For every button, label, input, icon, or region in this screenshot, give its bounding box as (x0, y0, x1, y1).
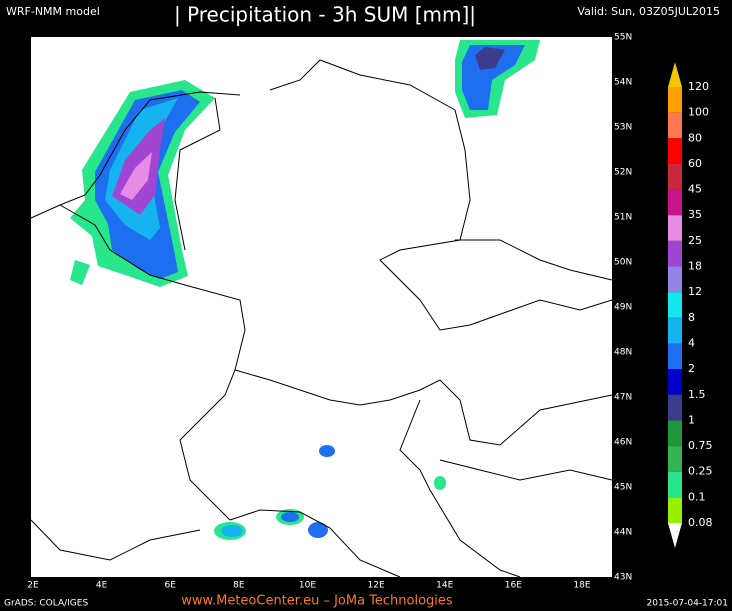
lat-label: 52N (614, 168, 632, 178)
lat-label: 51N (614, 213, 632, 223)
colorbar-label: 80 (688, 131, 702, 144)
lon-label: 16E (505, 581, 522, 591)
colorbar-box (668, 471, 682, 498)
lat-label: 55N (614, 33, 632, 43)
colorbar-box (668, 189, 682, 216)
colorbar-label: 100 (688, 106, 709, 119)
colorbar-label: 60 (688, 157, 702, 170)
colorbar-box (668, 394, 682, 421)
footer-left: GrADS: COLA/IGES (4, 599, 88, 609)
lat-label: 53N (614, 123, 632, 133)
colorbar-box (668, 138, 682, 164)
model-label: WRF-NMM model (6, 5, 100, 18)
colorbar-label: 0.1 (688, 490, 706, 503)
colorbar-label: 8 (688, 311, 695, 324)
colorbar-box (668, 240, 682, 267)
colorbar-label: 0.25 (688, 465, 713, 478)
colorbar-box (668, 317, 682, 344)
colorbar-label: 18 (688, 260, 702, 273)
lat-label: 54N (614, 78, 632, 88)
colorbar-label: 120 (688, 80, 709, 93)
lat-label: 50N (614, 258, 632, 268)
lon-label: 12E (368, 581, 385, 591)
colorbar-triangle-top (668, 62, 682, 87)
colorbar-label: 4 (688, 336, 695, 349)
colorbar-label: 2 (688, 362, 695, 375)
lat-label: 43N (614, 573, 632, 583)
valid-time: Valid: Sun, 03Z05JUL2015 (577, 5, 720, 18)
colorbar-box (668, 420, 682, 447)
lon-label: 14E (436, 581, 453, 591)
lon-label: 6E (165, 581, 177, 591)
colorbar-label: 0.75 (688, 439, 713, 452)
lon-label: 2E (27, 581, 39, 591)
precipitation (70, 40, 540, 540)
lon-label: 10E (299, 581, 316, 591)
lon-label: 8E (233, 581, 245, 591)
colorbar-label: 0.08 (688, 516, 713, 529)
colorbar-label: 12 (688, 285, 702, 298)
colorbar-box (668, 446, 682, 472)
lon-label: 18E (573, 581, 590, 591)
colorbar-box (668, 497, 682, 523)
lat-label: 47N (614, 393, 632, 403)
map (30, 37, 613, 578)
colorbar-box (668, 266, 682, 293)
colorbar-label: 45 (688, 183, 702, 196)
lat-label: 46N (614, 438, 632, 448)
colorbar-box (668, 163, 682, 190)
colorbar-box (668, 292, 682, 318)
lat-label: 48N (614, 348, 632, 358)
colorbar-label: 25 (688, 234, 702, 247)
colorbar-box (668, 215, 682, 241)
lat-label: 44N (614, 528, 632, 538)
colorbar-label: 1 (688, 413, 695, 426)
borders (30, 59, 613, 578)
colorbar: 120 100 80 60 45 35 25 18 12 8 4 2 1.5 1 0.75 0.25 0.1 0.… (668, 62, 713, 548)
colorbar-label: 1.5 (688, 388, 706, 401)
colorbar-box (668, 369, 682, 395)
colorbar-label: 35 (688, 208, 702, 221)
title: | Precipitation - 3h SUM [mm]| (174, 3, 476, 27)
lat-label: 49N (614, 303, 632, 313)
lon-label: 4E (96, 581, 108, 591)
colorbar-box (668, 343, 682, 370)
footer-center: www.MeteoCenter.eu – JoMa Technologies (181, 594, 453, 609)
colorbar-box (668, 112, 682, 139)
colorbar-triangle-bottom (668, 523, 682, 548)
footer-right: 2015-07-04-17:01 (647, 599, 729, 609)
colorbar-box (668, 87, 682, 113)
lat-label: 45N (614, 483, 632, 493)
